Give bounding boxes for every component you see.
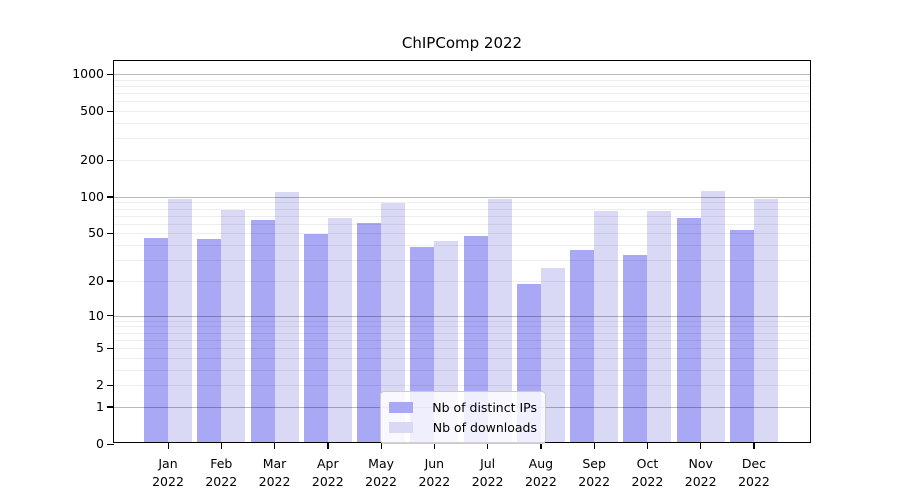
x-axis-tick (380, 443, 382, 449)
x-axis-tick-label: Mar 2022 (258, 456, 291, 489)
bar-downloads-Oct-2022 (647, 210, 672, 442)
x-axis-tick-label: Jan 2022 (152, 456, 184, 489)
y-axis-tick (107, 406, 114, 408)
bar-downloads-Nov-2022 (700, 191, 725, 442)
y-axis-tick-label: 200 (80, 152, 104, 168)
y-axis-tick-label: 10 (88, 307, 104, 323)
y-axis-tick (107, 232, 114, 235)
bar-downloads-Sep-2022 (594, 210, 619, 442)
x-axis-tick-label: Apr 2022 (311, 456, 344, 489)
legend-label-downloads: Nb of downloads (432, 419, 537, 435)
legend-label-distinct-ips: Nb of distinct IPs (432, 399, 537, 415)
x-axis-tick-label: Feb 2022 (205, 456, 238, 489)
y-axis-tick-label: 100 (80, 188, 104, 204)
bar-downloads-Jan-2022 (168, 198, 192, 442)
y-axis-tick (107, 196, 114, 198)
y-axis-tick (107, 443, 114, 445)
y-axis-tick (107, 384, 114, 386)
y-axis-tick (107, 110, 114, 112)
y-axis-tick (107, 73, 114, 75)
x-axis-tick (433, 443, 436, 449)
bar-ips-Mar-2022 (250, 220, 275, 442)
bar-downloads-Feb-2022 (221, 210, 246, 442)
x-axis-tick (487, 443, 489, 449)
bar-ips-Jan-2022 (144, 238, 168, 442)
x-axis-tick-label: Oct 2022 (631, 456, 664, 489)
y-axis-tick (107, 315, 114, 317)
y-axis-tick-label: 1 (96, 398, 104, 414)
bar-ips-May-2022 (357, 222, 382, 442)
legend-swatch-downloads-icon (389, 421, 413, 433)
x-axis-tick (220, 443, 223, 449)
bar-ips-Oct-2022 (623, 254, 648, 442)
x-axis-tick (167, 443, 169, 449)
x-axis-tick-label: Aug 2022 (524, 456, 557, 489)
x-axis-tick (593, 443, 595, 449)
bar-ips-Nov-2022 (676, 218, 701, 442)
y-axis-tick-label: 20 (88, 272, 104, 288)
x-axis-tick-label: Jun 2022 (418, 456, 451, 489)
bar-ips-Sep-2022 (570, 250, 595, 442)
bar-downloads-Dec-2022 (753, 198, 778, 442)
x-axis-tick-label: Jul 2022 (471, 456, 504, 489)
x-axis-tick-label: Sep 2022 (578, 456, 611, 489)
bars-layer (114, 61, 810, 442)
bar-downloads-Mar-2022 (274, 192, 299, 442)
legend-item-distinct-ips: Nb of distinct IPs (389, 397, 537, 417)
y-axis-tick-label: 50 (88, 225, 104, 241)
y-axis-tick (107, 159, 114, 161)
y-axis-tick-label: 0 (96, 436, 104, 451)
bar-ips-Dec-2022 (729, 230, 754, 442)
x-axis-tick-label: May 2022 (365, 456, 397, 489)
y-axis-tick-label: 1000 (72, 66, 104, 82)
x-axis-tick (646, 443, 649, 449)
y-axis-tick (107, 280, 114, 282)
plot-area: Nb of distinct IPs Nb of downloads 0 1 2 5 1… (72, 60, 811, 489)
chart-title: ChIPComp 2022 (401, 34, 523, 52)
x-axis-tick (540, 443, 542, 449)
bar-downloads-Apr-2022 (327, 218, 352, 442)
x-axis-tick (753, 443, 755, 449)
legend: Nb of distinct IPs Nb of downloads (380, 391, 546, 444)
y-axis-tick (107, 347, 114, 349)
bar-ips-Apr-2022 (303, 233, 328, 442)
y-axis-tick-label: 500 (80, 103, 104, 119)
x-axis-tick (700, 443, 702, 449)
y-axis-tick-label: 5 (96, 340, 104, 356)
y-axis-tick-label: 2 (96, 377, 104, 393)
x-axis-tick (327, 443, 329, 449)
x-axis-tick-label: Nov 2022 (684, 456, 717, 489)
legend-swatch-ips-icon (389, 401, 413, 413)
legend-item-downloads: Nb of downloads (389, 417, 537, 437)
bar-ips-Feb-2022 (197, 239, 222, 442)
x-axis-tick (274, 443, 276, 449)
x-axis-tick-label: Dec 2022 (738, 456, 770, 489)
